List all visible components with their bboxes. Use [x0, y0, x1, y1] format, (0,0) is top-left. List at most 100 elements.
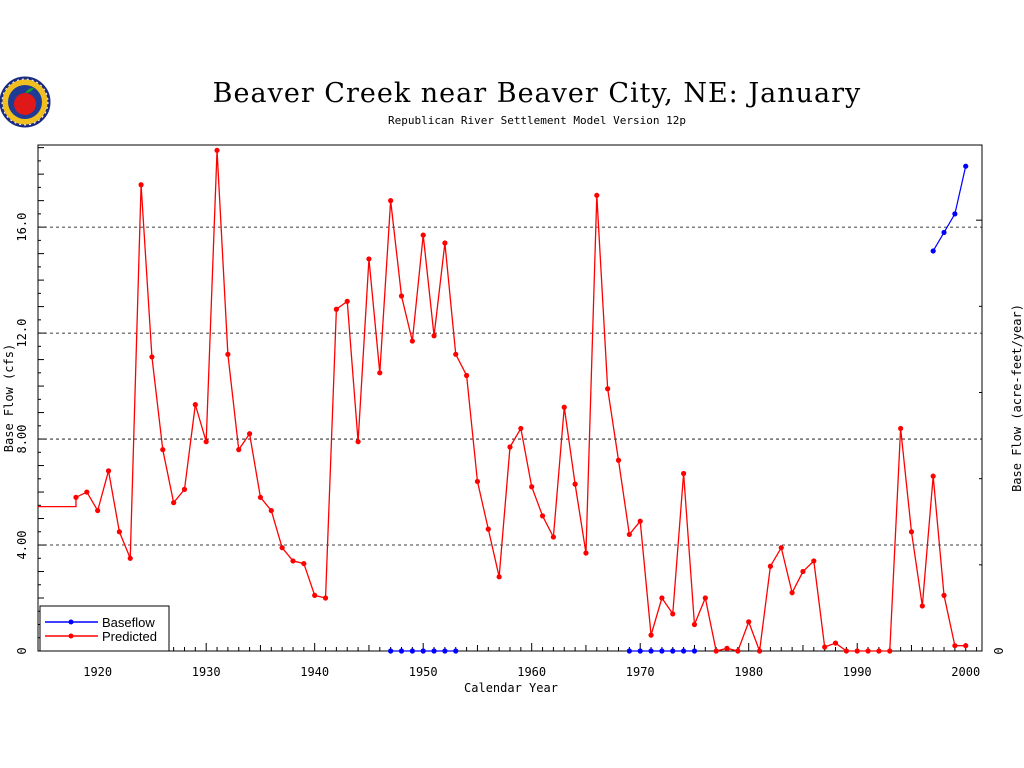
legend-label-predicted: Predicted: [102, 629, 157, 644]
data-point-baseflow: [431, 648, 437, 654]
data-point-predicted: [496, 574, 502, 580]
data-point-predicted: [84, 489, 90, 495]
data-point-predicted: [246, 431, 253, 437]
data-point-predicted: [800, 568, 806, 575]
data-point-baseflow: [442, 648, 448, 654]
data-point-predicted: [301, 560, 307, 567]
data-point-predicted: [605, 386, 611, 392]
data-point-predicted: [670, 611, 676, 617]
data-point-predicted: [171, 500, 177, 506]
y-tick-label: 12.0: [15, 319, 29, 348]
data-point-baseflow: [963, 163, 969, 169]
data-point-baseflow: [670, 648, 676, 654]
data-point-predicted: [908, 529, 915, 535]
data-point-predicted: [713, 648, 719, 654]
data-point-predicted: [702, 595, 708, 601]
data-point-predicted: [73, 494, 79, 500]
agency-logo: [0, 76, 51, 128]
data-point-predicted: [257, 494, 264, 500]
data-point-predicted: [963, 643, 969, 649]
data-point-baseflow: [681, 648, 687, 654]
x-tick-label: 1920: [83, 665, 112, 679]
data-point-predicted: [236, 447, 242, 453]
data-point-predicted: [160, 447, 166, 453]
data-point-predicted: [192, 402, 198, 408]
data-point-predicted: [149, 354, 155, 360]
series-predicted: [38, 147, 969, 654]
data-point-predicted: [681, 470, 687, 477]
data-point-predicted: [561, 404, 567, 410]
data-point-predicted: [138, 182, 144, 188]
data-point-predicted: [431, 333, 437, 339]
data-point-predicted: [105, 468, 112, 474]
chart-title: Beaver Creek near Beaver City, NE: Janua…: [213, 78, 862, 109]
data-point-predicted: [691, 621, 698, 628]
data-point-baseflow: [941, 229, 947, 236]
data-point-predicted: [453, 351, 459, 357]
data-point-predicted: [279, 545, 285, 551]
gridlines: [38, 226, 982, 546]
data-point-predicted: [398, 293, 405, 299]
x-axis-ticks: 1920 1930 1940 1950 1960 1970 1980 1990 2000: [42, 643, 980, 679]
data-point-predicted: [442, 240, 448, 246]
data-point-predicted: [268, 507, 274, 514]
data-point-predicted: [95, 507, 101, 514]
data-point-predicted: [724, 645, 730, 651]
data-point-baseflow: [691, 648, 698, 654]
data-point-predicted: [409, 338, 415, 344]
data-point-predicted: [876, 648, 882, 654]
y-axis-ticks: 0 4.00 8.00 12.0 16.0: [15, 147, 46, 655]
x-tick-label: 1990: [843, 665, 872, 679]
data-point-predicted: [626, 531, 632, 538]
data-point-predicted: [811, 558, 817, 564]
y-tick-label: 4.00: [15, 531, 29, 560]
legend: Baseflow Predicted: [39, 605, 170, 652]
x-tick-label: 1930: [192, 665, 221, 679]
data-point-predicted: [854, 648, 860, 654]
legend-marker-baseflow: [68, 619, 74, 625]
data-point-predicted: [572, 481, 578, 487]
data-point-predicted: [952, 643, 958, 649]
data-point-predicted: [485, 526, 491, 532]
data-point-predicted: [832, 640, 839, 646]
data-point-predicted: [518, 425, 524, 432]
y-tick-label: 8.00: [15, 425, 29, 454]
x-axis-label: Calendar Year: [464, 681, 558, 695]
data-point-predicted: [463, 372, 470, 379]
data-point-baseflow: [648, 648, 654, 654]
data-point-predicted: [583, 550, 589, 556]
series-baseflow: [388, 163, 969, 654]
data-point-baseflow: [659, 648, 665, 654]
series-line-baseflow: [932, 166, 967, 252]
data-point-predicted: [746, 619, 752, 625]
data-point-baseflow: [420, 648, 426, 654]
x-tick-label: 1940: [300, 665, 329, 679]
x-tick-label: 2000: [951, 665, 980, 679]
data-point-predicted: [420, 232, 426, 238]
data-point-predicted: [344, 298, 350, 304]
data-point-predicted: [214, 147, 220, 153]
y-tick-label: 16.0: [15, 213, 29, 242]
data-point-predicted: [474, 478, 481, 485]
data-point-predicted: [550, 534, 557, 540]
data-point-baseflow: [388, 648, 394, 654]
data-point-predicted: [756, 648, 763, 654]
data-point-predicted: [822, 644, 828, 650]
x-tick-label: 1970: [626, 665, 655, 679]
data-point-baseflow: [453, 648, 459, 654]
data-point-predicted: [767, 563, 774, 569]
data-point-predicted: [919, 603, 925, 609]
data-point-predicted: [127, 555, 133, 561]
data-point-predicted: [388, 198, 394, 204]
legend-box: [39, 605, 170, 652]
data-point-predicted: [312, 592, 318, 598]
data-point-predicted: [659, 595, 665, 601]
data-point-predicted: [507, 444, 513, 450]
y-tick-label: 0: [15, 647, 29, 654]
data-point-predicted: [843, 648, 849, 654]
data-point-predicted: [648, 632, 654, 638]
data-point-predicted: [594, 192, 600, 198]
data-point-baseflow: [398, 648, 405, 654]
x-tick-label: 1960: [517, 665, 546, 679]
